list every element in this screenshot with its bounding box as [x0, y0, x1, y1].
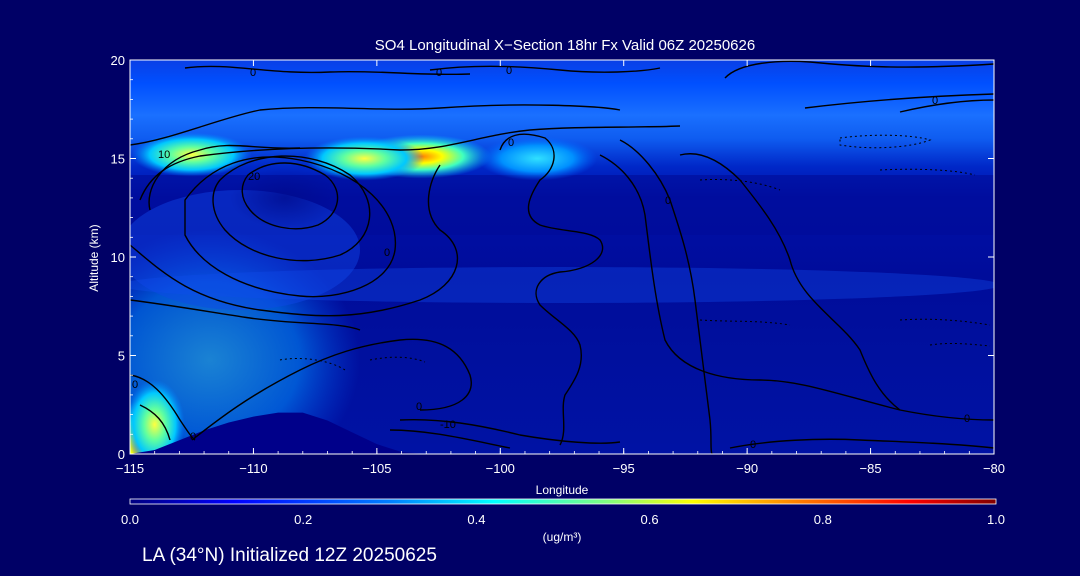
- x-axis-label: Longitude: [536, 483, 589, 497]
- contour-label: -10: [440, 419, 456, 431]
- y-tick-label: 0: [118, 447, 125, 462]
- x-tick-label: −95: [613, 461, 635, 476]
- contours: [130, 60, 994, 454]
- x-tick-label: −105: [362, 461, 391, 476]
- footer-text: LA (34°N) Initialized 12Z 20250625: [142, 545, 437, 566]
- x-tick-label: −100: [486, 461, 515, 476]
- contour-label: 0: [384, 247, 390, 259]
- colorbar-ticks: 0.0 0.2 0.4 0.6 0.8 1.0: [121, 512, 1005, 527]
- contour-label: 10: [158, 149, 170, 161]
- contour-label: 0: [436, 67, 442, 79]
- x-axis: −115 −110 −105 −100 −95 −90 −85 −80: [116, 60, 1005, 476]
- colorbar-tick-label: 0.4: [467, 512, 485, 527]
- x-tick-label: −85: [860, 461, 882, 476]
- colorbar-tick-label: 0.6: [641, 512, 659, 527]
- colorbar-tick-label: 0.2: [294, 512, 312, 527]
- colorbar-unit-label: (ug/m³): [543, 530, 582, 544]
- y-tick-label: 15: [111, 152, 125, 167]
- terrain: [130, 412, 427, 454]
- contour-label: 0: [964, 413, 970, 425]
- hotspot: [477, 136, 598, 181]
- chart-title: SO4 Longitudinal X−Section 18hr Fx Valid…: [375, 37, 755, 54]
- contour-label: 0: [416, 401, 422, 413]
- y-axis: 0 5 10 15 20: [111, 53, 994, 462]
- x-tick-label: −90: [736, 461, 758, 476]
- contour-labels: 0 0 0 0 0 10 20 0 0 0 0 0 -10 0 0: [132, 65, 970, 451]
- y-tick-label: 20: [111, 53, 125, 68]
- hotspot: [131, 132, 252, 177]
- colorbar: 0.0 0.2 0.4 0.6 0.8 1.0 (ug/m³): [121, 498, 1005, 544]
- vortex-core: [230, 168, 340, 228]
- colorbar-tick-label: 0.0: [121, 512, 139, 527]
- western-plume: [130, 230, 360, 454]
- x-tick-label: −115: [116, 461, 144, 476]
- hotspot: [130, 379, 185, 454]
- colorbar-gradient: [129, 498, 997, 505]
- contour-label: 0: [250, 67, 256, 79]
- contour-label: 0: [665, 195, 671, 207]
- hotspot-group: [130, 132, 598, 454]
- plot-area: 0 0 0 0 0 10 20 0 0 0 0 0 -10 0 0: [130, 60, 994, 454]
- contour-label: 0: [506, 65, 512, 77]
- contour-label: 0: [190, 431, 196, 443]
- contour-label: 0: [132, 379, 138, 391]
- y-tick-label: 10: [111, 250, 125, 265]
- contour-label: 0: [932, 95, 938, 107]
- colorbar-tick-label: 0.8: [814, 512, 832, 527]
- x-tick-label: −110: [239, 461, 267, 476]
- y-axis-label: Altitude (km): [87, 224, 101, 291]
- y-tick-label: 5: [118, 349, 125, 364]
- colorbar-tick-label: 1.0: [987, 512, 1005, 527]
- x-tick-label: −80: [983, 461, 1005, 476]
- contour-label: 0: [750, 439, 756, 451]
- contour-label: 20: [248, 171, 260, 183]
- contour-label: 0: [508, 137, 514, 149]
- mid-level-layer: [130, 267, 994, 303]
